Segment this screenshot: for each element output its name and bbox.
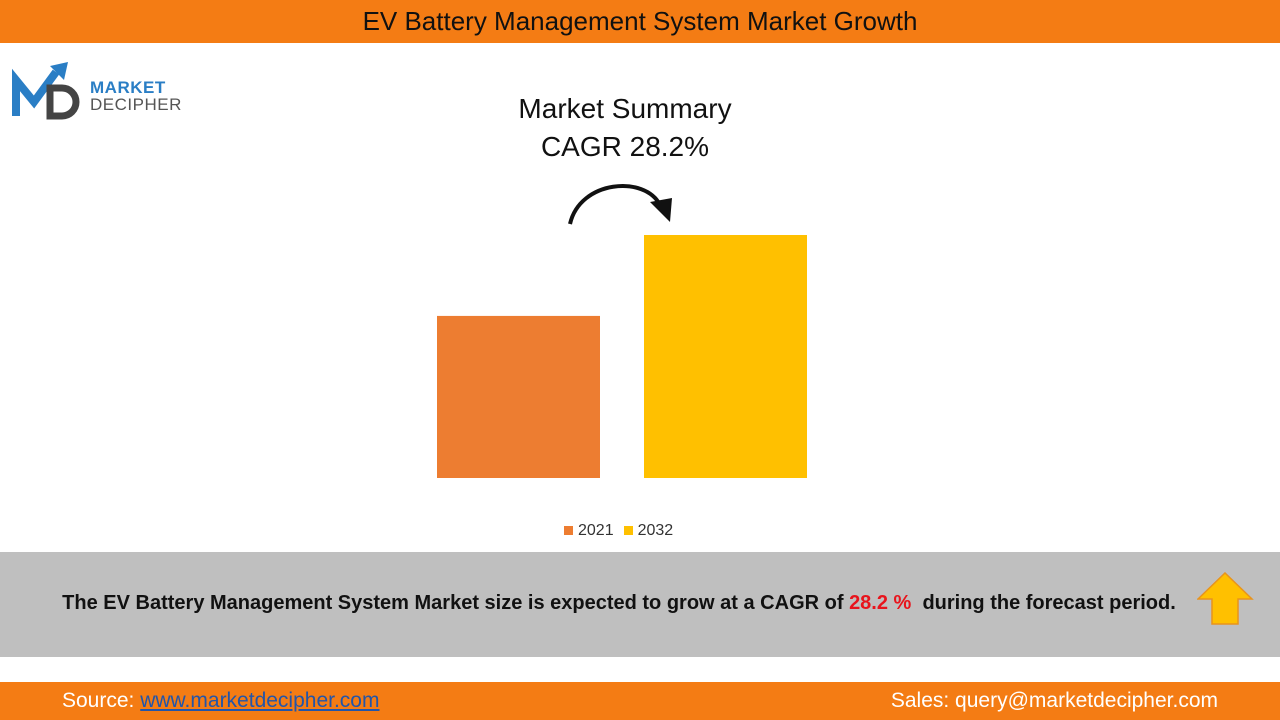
source: Source: www.marketdecipher.com	[62, 689, 380, 712]
summary-title: Market Summary	[518, 93, 732, 124]
page-title: EV Battery Management System Market Grow…	[362, 6, 918, 36]
title-bar: EV Battery Management System Market Grow…	[0, 0, 1280, 43]
summary-cagr: CAGR 28.2%	[540, 131, 710, 162]
chart-legend: 2021 2032	[564, 522, 673, 540]
summary-banner: The EV Battery Management System Market …	[0, 552, 1280, 657]
up-arrow-icon	[1197, 572, 1254, 625]
logo-text-market: MARKET	[90, 78, 166, 97]
bar-2021	[437, 315, 600, 478]
footer: Source: www.marketdecipher.com Sales: qu…	[0, 682, 1280, 720]
bar-2032	[644, 235, 807, 478]
market-summary: Market Summary CAGR 28.2%	[470, 90, 780, 166]
logo: MARKET DECIPHER	[12, 58, 192, 120]
bar-chart	[437, 184, 807, 478]
md-logo-icon	[12, 62, 80, 120]
banner-message: The EV Battery Management System Market …	[62, 592, 1176, 614]
sales-contact[interactable]: Sales: query@marketdecipher.com	[890, 689, 1218, 712]
legend-item-2021: 2021	[564, 522, 614, 540]
curved-arrow-icon	[568, 184, 672, 225]
source-link[interactable]: www.marketdecipher.com	[140, 689, 380, 712]
legend-item-2032: 2032	[623, 522, 673, 540]
logo-text-decipher: DECIPHER	[90, 95, 182, 114]
cagr-highlight: 28.2 %	[849, 592, 912, 614]
